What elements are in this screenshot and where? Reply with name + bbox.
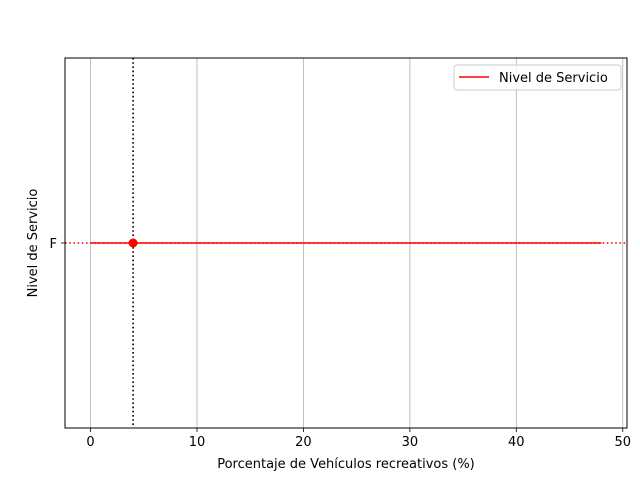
legend-label: Nivel de Servicio — [499, 71, 608, 86]
x-tick-label: 10 — [189, 435, 206, 450]
x-tick-label: 40 — [508, 435, 525, 450]
y-axis-label: Nivel de Servicio — [26, 189, 41, 298]
series-layer — [90, 238, 602, 248]
x-tick-label: 50 — [614, 435, 631, 450]
x-axis-label: Porcentaje de Vehículos recreativos (%) — [217, 457, 475, 472]
y-tick-label: F — [50, 237, 57, 252]
x-tick-label: 20 — [295, 435, 312, 450]
axes: 0 10 20 30 40 50 F — [50, 237, 632, 450]
x-tick-label: 30 — [402, 435, 419, 450]
data-point-marker — [128, 238, 138, 248]
x-tick-label: 0 — [86, 435, 94, 450]
legend-box — [453, 64, 622, 91]
legend: Nivel de Servicio — [453, 64, 622, 91]
